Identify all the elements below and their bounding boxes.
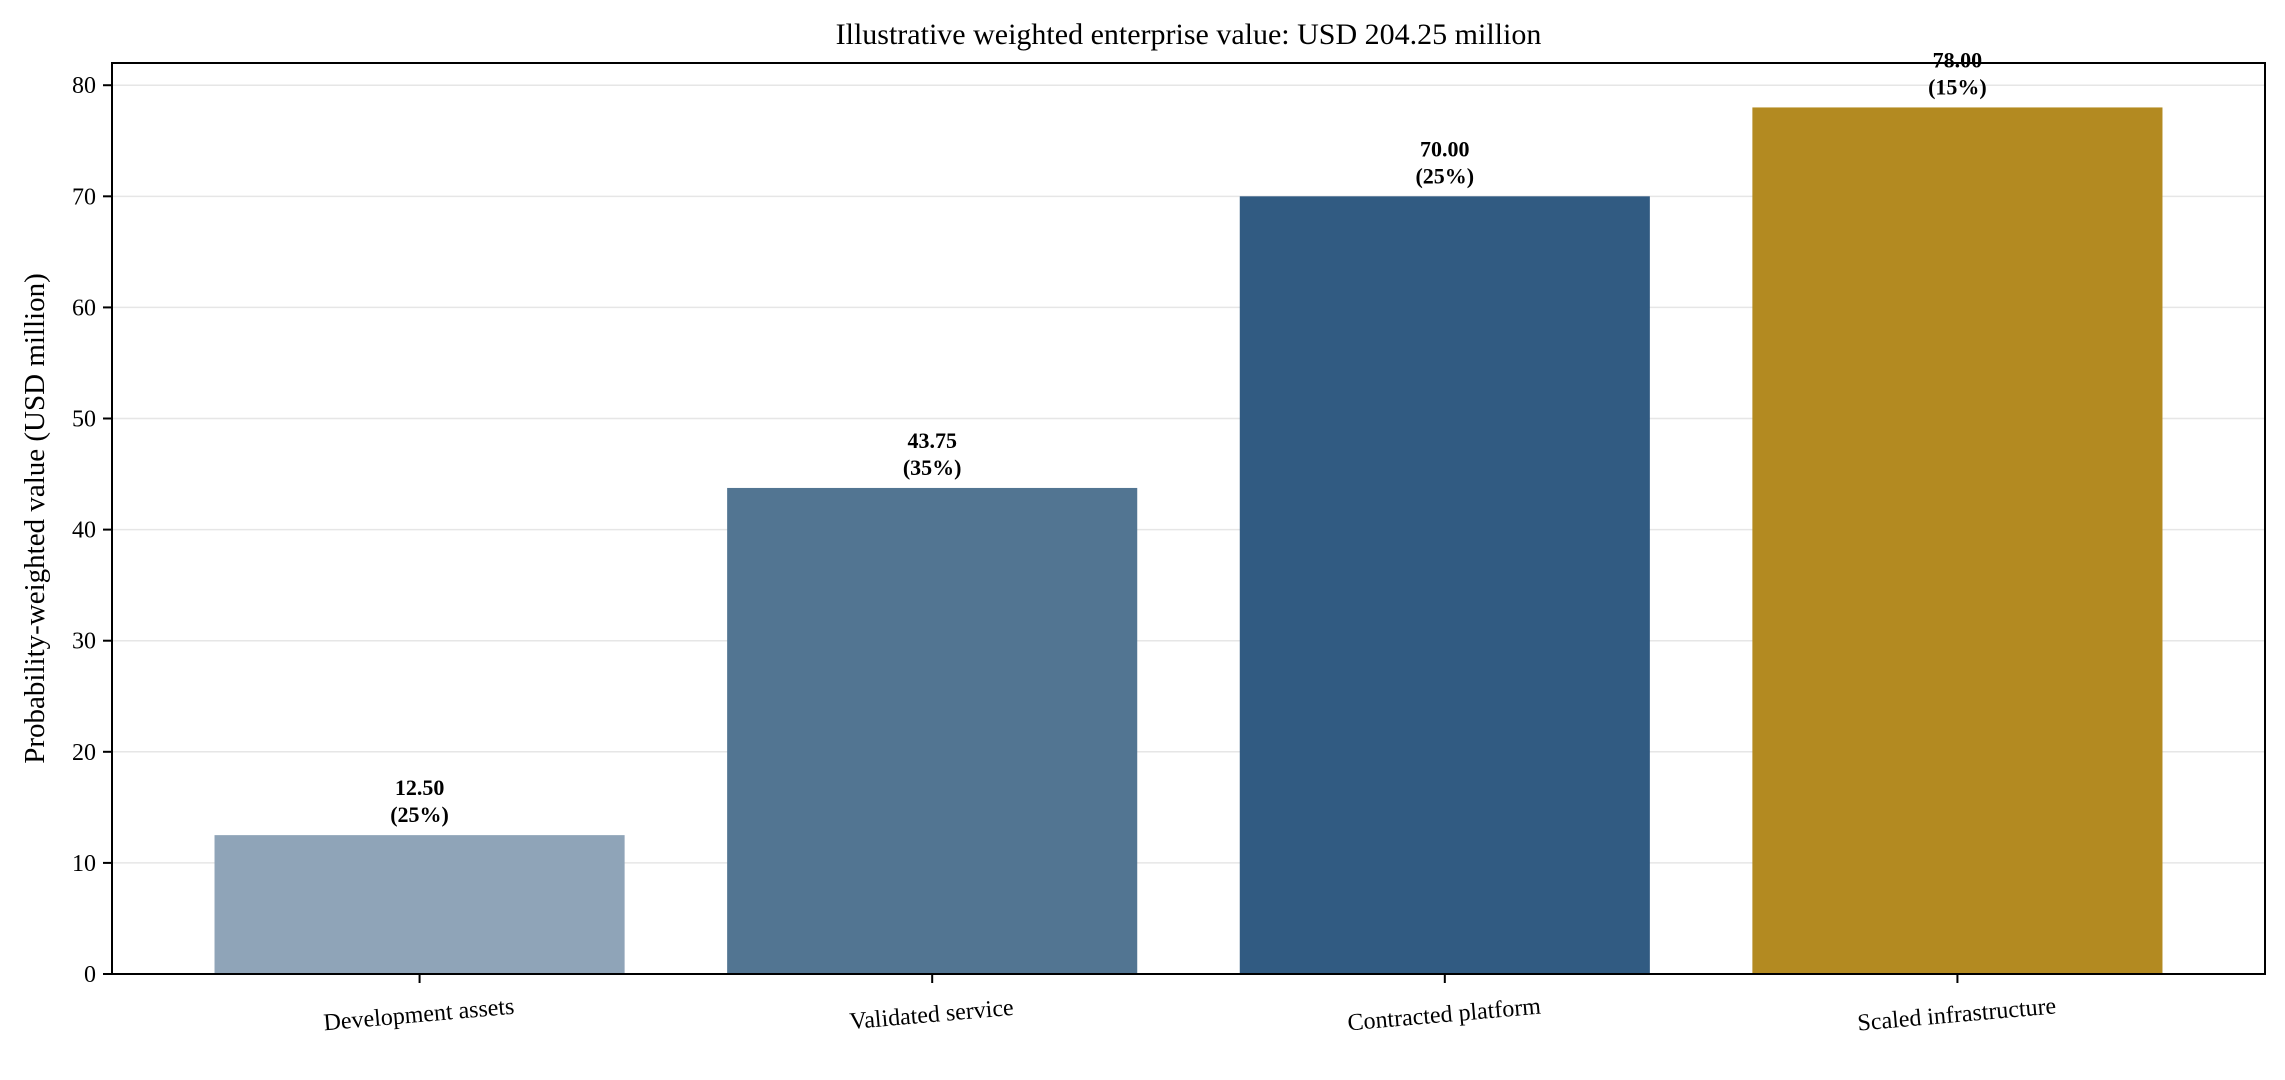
data-labels: 12.50(25%)43.75(35%)70.00(25%)78.00(15%)	[390, 47, 1987, 827]
data-label-value: 78.00	[1933, 47, 1983, 72]
data-label-probability: (15%)	[1928, 74, 1987, 99]
y-tick-label: 70	[72, 184, 96, 210]
data-label-probability: (35%)	[903, 455, 962, 480]
x-axis-ticks: Development assets Validated service Contr…	[323, 974, 2057, 1037]
gridlines	[112, 84, 2265, 864]
bars	[214, 107, 2163, 974]
x-tick-label: Validated service	[848, 995, 1014, 1035]
y-tick-label: 40	[72, 518, 96, 544]
y-tick-label: 10	[72, 851, 96, 877]
y-axis-label: Probability-weighted value (USD million)	[19, 273, 51, 764]
y-axis-ticks: 0 10 20 30 40 50 60 70 80	[72, 73, 112, 988]
data-label-value: 70.00	[1420, 136, 1470, 161]
y-tick-label: 80	[72, 73, 96, 99]
x-tick-label: Contracted platform	[1346, 994, 1542, 1037]
bar	[214, 835, 625, 974]
x-tick-label: Scaled infrastructure	[1856, 993, 2057, 1036]
chart-title: Illustrative weighted enterprise value: …	[836, 18, 1542, 51]
y-tick-label: 0	[84, 962, 96, 988]
y-tick-label: 30	[72, 629, 96, 655]
data-label-probability: (25%)	[390, 802, 449, 827]
bar	[1752, 107, 2163, 974]
data-label-value: 12.50	[395, 775, 445, 800]
y-tick-label: 20	[72, 740, 96, 766]
x-tick-label: Development assets	[323, 994, 516, 1037]
data-label-probability: (25%)	[1415, 163, 1474, 188]
y-tick-label: 60	[72, 295, 96, 321]
plot-area-frame	[111, 62, 2266, 975]
bar	[1239, 196, 1650, 974]
y-tick-label: 50	[72, 407, 96, 433]
bar	[727, 487, 1138, 974]
data-label-value: 43.75	[907, 428, 957, 453]
